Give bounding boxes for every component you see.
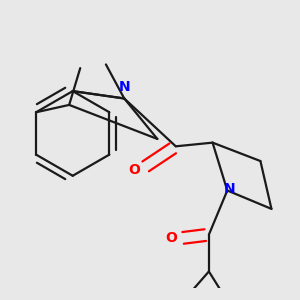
Text: O: O [129, 163, 140, 177]
Text: N: N [223, 182, 235, 196]
Text: N: N [118, 80, 130, 94]
Text: O: O [165, 231, 177, 245]
